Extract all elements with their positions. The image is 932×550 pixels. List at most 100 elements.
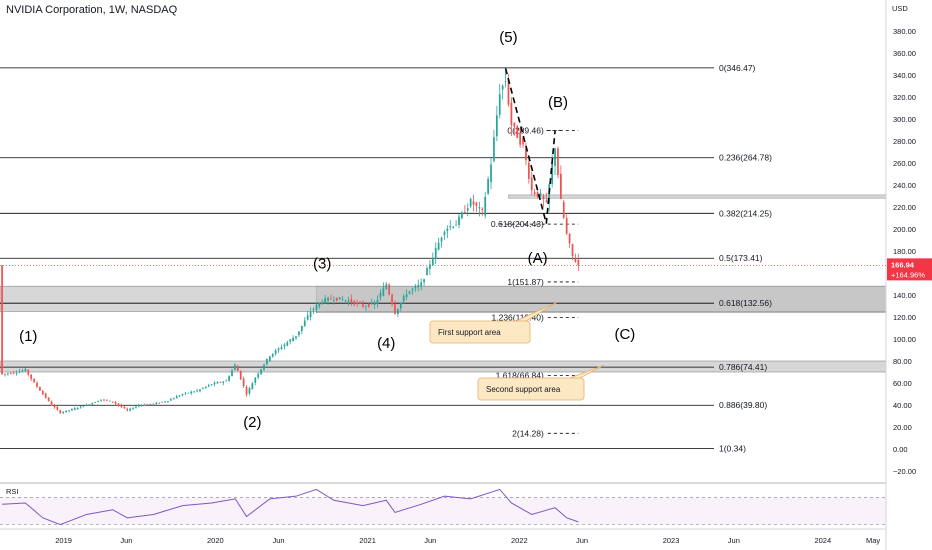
candle <box>210 384 213 386</box>
candle <box>18 368 21 374</box>
last-price-badge <box>887 258 932 281</box>
candle <box>469 197 472 208</box>
y-tick-label: 60.00 <box>893 379 912 388</box>
candle <box>236 364 239 371</box>
candle <box>266 358 268 366</box>
y-tick-label: 320.00 <box>893 93 916 102</box>
ext-level-label: 1(151.87) <box>507 277 544 287</box>
candle <box>306 311 309 321</box>
candle <box>487 176 489 196</box>
candle <box>24 367 27 372</box>
candle <box>522 136 524 148</box>
candle <box>394 300 396 315</box>
candle <box>385 282 388 290</box>
candle <box>140 404 143 408</box>
y-tick-label: 120.00 <box>893 313 916 322</box>
candle <box>542 193 545 208</box>
candle <box>196 388 198 393</box>
candle <box>513 122 516 136</box>
candle <box>478 201 481 217</box>
candle <box>248 386 251 396</box>
ext-level-label: 1.236(119.40) <box>492 313 544 323</box>
candle <box>100 399 102 402</box>
candle <box>391 293 393 307</box>
candle <box>280 344 283 350</box>
fib-level-label: 0(346.47) <box>719 63 756 73</box>
fib-level-label: 0.5(173.41) <box>719 253 763 263</box>
wave-label: (2) <box>243 414 261 431</box>
candle <box>207 383 210 388</box>
candle <box>231 368 233 377</box>
candle <box>53 403 56 409</box>
candle <box>27 369 30 377</box>
candle <box>562 199 565 219</box>
candle <box>36 381 38 389</box>
y-tick-label: 140.00 <box>893 291 916 300</box>
candle <box>204 386 207 389</box>
wave-label: (1) <box>19 328 37 345</box>
candle <box>559 165 562 200</box>
candle <box>312 307 315 315</box>
candle <box>260 368 262 375</box>
support-note-label: First support area <box>438 328 501 337</box>
fib-level-label: 0.786(74.41) <box>719 362 767 372</box>
candle <box>356 299 359 307</box>
candle <box>493 129 495 163</box>
candle <box>85 403 88 407</box>
candle <box>79 405 82 409</box>
candle <box>519 128 521 148</box>
candle <box>359 300 361 305</box>
candle <box>108 400 111 402</box>
support-note-label: Second support area <box>486 385 561 394</box>
candle <box>434 242 437 264</box>
candle <box>129 407 132 412</box>
candle <box>338 297 341 300</box>
y-tick-label: 40.00 <box>893 401 912 410</box>
candle <box>152 403 155 406</box>
rsi-line <box>2 488 579 526</box>
support-notes: First support area Second support area <box>429 301 605 401</box>
y-tick-label: 300.00 <box>893 115 916 124</box>
candle <box>417 279 420 292</box>
candle <box>47 396 50 402</box>
candle <box>228 374 230 382</box>
wave-label: (C) <box>614 326 635 343</box>
candle <box>219 381 222 383</box>
candle <box>187 392 190 394</box>
candle <box>341 296 344 301</box>
y-tick-label: 380.00 <box>893 27 916 36</box>
candle <box>484 191 487 219</box>
candle <box>71 408 73 411</box>
candle <box>94 401 97 403</box>
candle <box>73 406 76 411</box>
candle <box>126 407 129 412</box>
candle <box>452 226 455 229</box>
candle <box>365 304 367 312</box>
candle <box>426 266 428 276</box>
candle <box>76 406 79 411</box>
candle <box>7 372 9 376</box>
candle <box>135 405 137 409</box>
candle <box>571 243 574 261</box>
time-axis: 2019 Jun 2020 Jun 2021 Jun 2022 Jun 2023 Jun 2024 M… <box>55 536 880 545</box>
candle <box>190 390 193 396</box>
candle <box>353 300 356 307</box>
grid-layer <box>0 482 932 530</box>
candle <box>309 307 312 321</box>
candle <box>234 363 236 371</box>
candle <box>347 296 350 306</box>
candle <box>376 295 379 308</box>
candle <box>463 204 466 214</box>
candle <box>449 220 452 231</box>
candle <box>59 409 62 414</box>
candle <box>199 388 201 393</box>
candle <box>283 342 286 350</box>
x-tick-label: Jun <box>273 536 285 545</box>
candle <box>4 373 6 377</box>
candle <box>105 399 108 402</box>
candle <box>574 253 577 263</box>
candle <box>30 374 33 382</box>
candle <box>370 298 373 305</box>
